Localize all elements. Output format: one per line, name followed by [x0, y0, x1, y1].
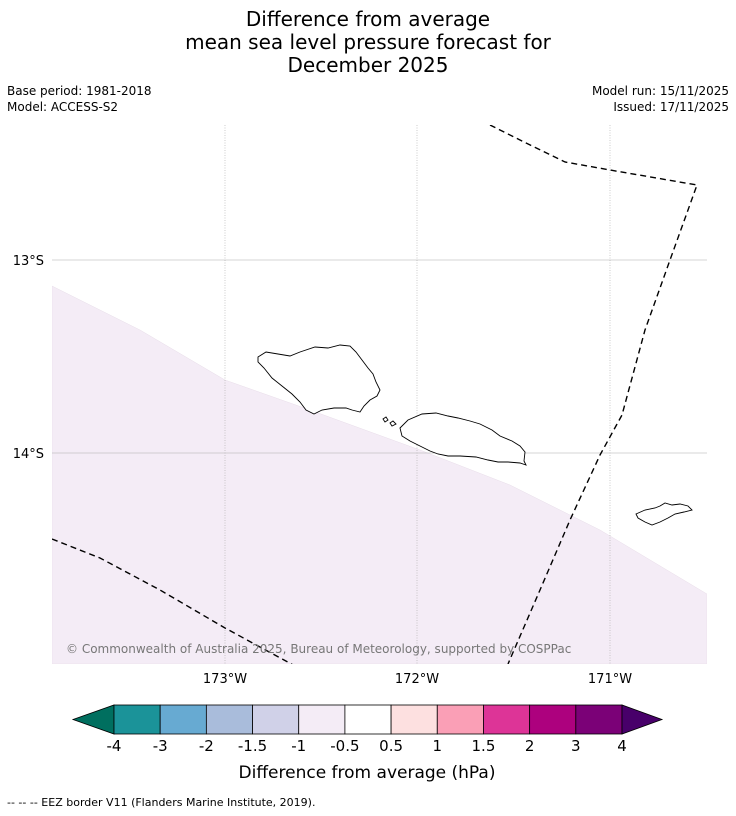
colorbar-tick-label: 4: [617, 737, 627, 755]
colorbar-tick-label: -4: [107, 737, 122, 755]
eez-border-southwest: [52, 538, 293, 664]
anomaly-shading: [52, 285, 707, 664]
model-run: Model run: 15/11/2025: [591, 84, 729, 98]
base-period: Base period: 1981-2018: [7, 84, 152, 98]
title-line-3: December 2025: [287, 53, 449, 77]
savaii-island: [257, 344, 381, 415]
title-line-2: mean sea level pressure forecast for: [185, 30, 551, 54]
issued-date: Issued: 17/11/2025: [613, 100, 729, 114]
colorbar-extend-high: [621, 704, 664, 735]
meta-left: Base period: 1981-2018 Model: ACCESS-S2: [7, 83, 152, 115]
model-name: Model: ACCESS-S2: [7, 100, 119, 114]
lon-label-171w: 171°W: [588, 672, 632, 687]
lat-label-13s: 13°S: [13, 254, 44, 269]
apolima-island: [389, 420, 397, 427]
title-line-1: Difference from average: [245, 7, 491, 31]
lon-label-173w: 173°W: [203, 672, 247, 687]
colorbar-segment: [390, 704, 438, 735]
colorbar-tick-label: -1.5: [238, 737, 267, 755]
colorbar-segment: [159, 704, 207, 735]
lon-label-172w: 172°W: [395, 672, 439, 687]
forecast-map: 13°S 14°S 173°W 172°W 171°W © Commonweal…: [13, 125, 707, 783]
colorbar-segment: [205, 704, 253, 735]
upolu-island: [399, 412, 527, 466]
tutuila-island: [635, 502, 693, 526]
colorbar-tick-label: 0.5: [379, 737, 403, 755]
colorbar-segment: [252, 704, 300, 735]
meta-right: Model run: 15/11/2025 Issued: 17/11/2025: [592, 83, 729, 115]
colorbar-segment: [575, 704, 623, 735]
chart-title: Difference from average mean sea level p…: [0, 8, 736, 77]
colorbar-segment: [298, 704, 346, 735]
colorbar: [71, 704, 664, 735]
colorbar-segment: [344, 704, 392, 735]
colorbar-tick-label: -3: [153, 737, 168, 755]
eez-legend: -- -- -- EEZ border V11 (Flanders Marine…: [7, 796, 316, 809]
colorbar-extend-low: [71, 704, 115, 735]
manono-island: [382, 416, 389, 423]
colorbar-tick-label: -1: [291, 737, 306, 755]
colorbar-tick-label: 2: [525, 737, 535, 755]
colorbar-segment: [436, 704, 484, 735]
colorbar-tick-label: 3: [571, 737, 581, 755]
colorbar-tick-label: -2: [199, 737, 214, 755]
eez-border-east: [489, 125, 698, 664]
colorbar-tick-labels: -4 -3 -2 -1.5 -1 -0.5 0.5 1 1.5 2 3 4: [107, 737, 627, 755]
copyright-notice: © Commonwealth of Australia 2025, Bureau…: [66, 642, 571, 656]
colorbar-segment: [113, 704, 161, 735]
colorbar-label: Difference from average (hPa): [239, 763, 496, 783]
map-area: [52, 125, 707, 664]
colorbar-segment: [529, 704, 577, 735]
colorbar-segment: [483, 704, 531, 735]
lat-label-14s: 14°S: [13, 447, 44, 462]
colorbar-tick-label: -0.5: [330, 737, 359, 755]
colorbar-tick-label: 1.5: [472, 737, 496, 755]
colorbar-tick-label: 1: [432, 737, 442, 755]
